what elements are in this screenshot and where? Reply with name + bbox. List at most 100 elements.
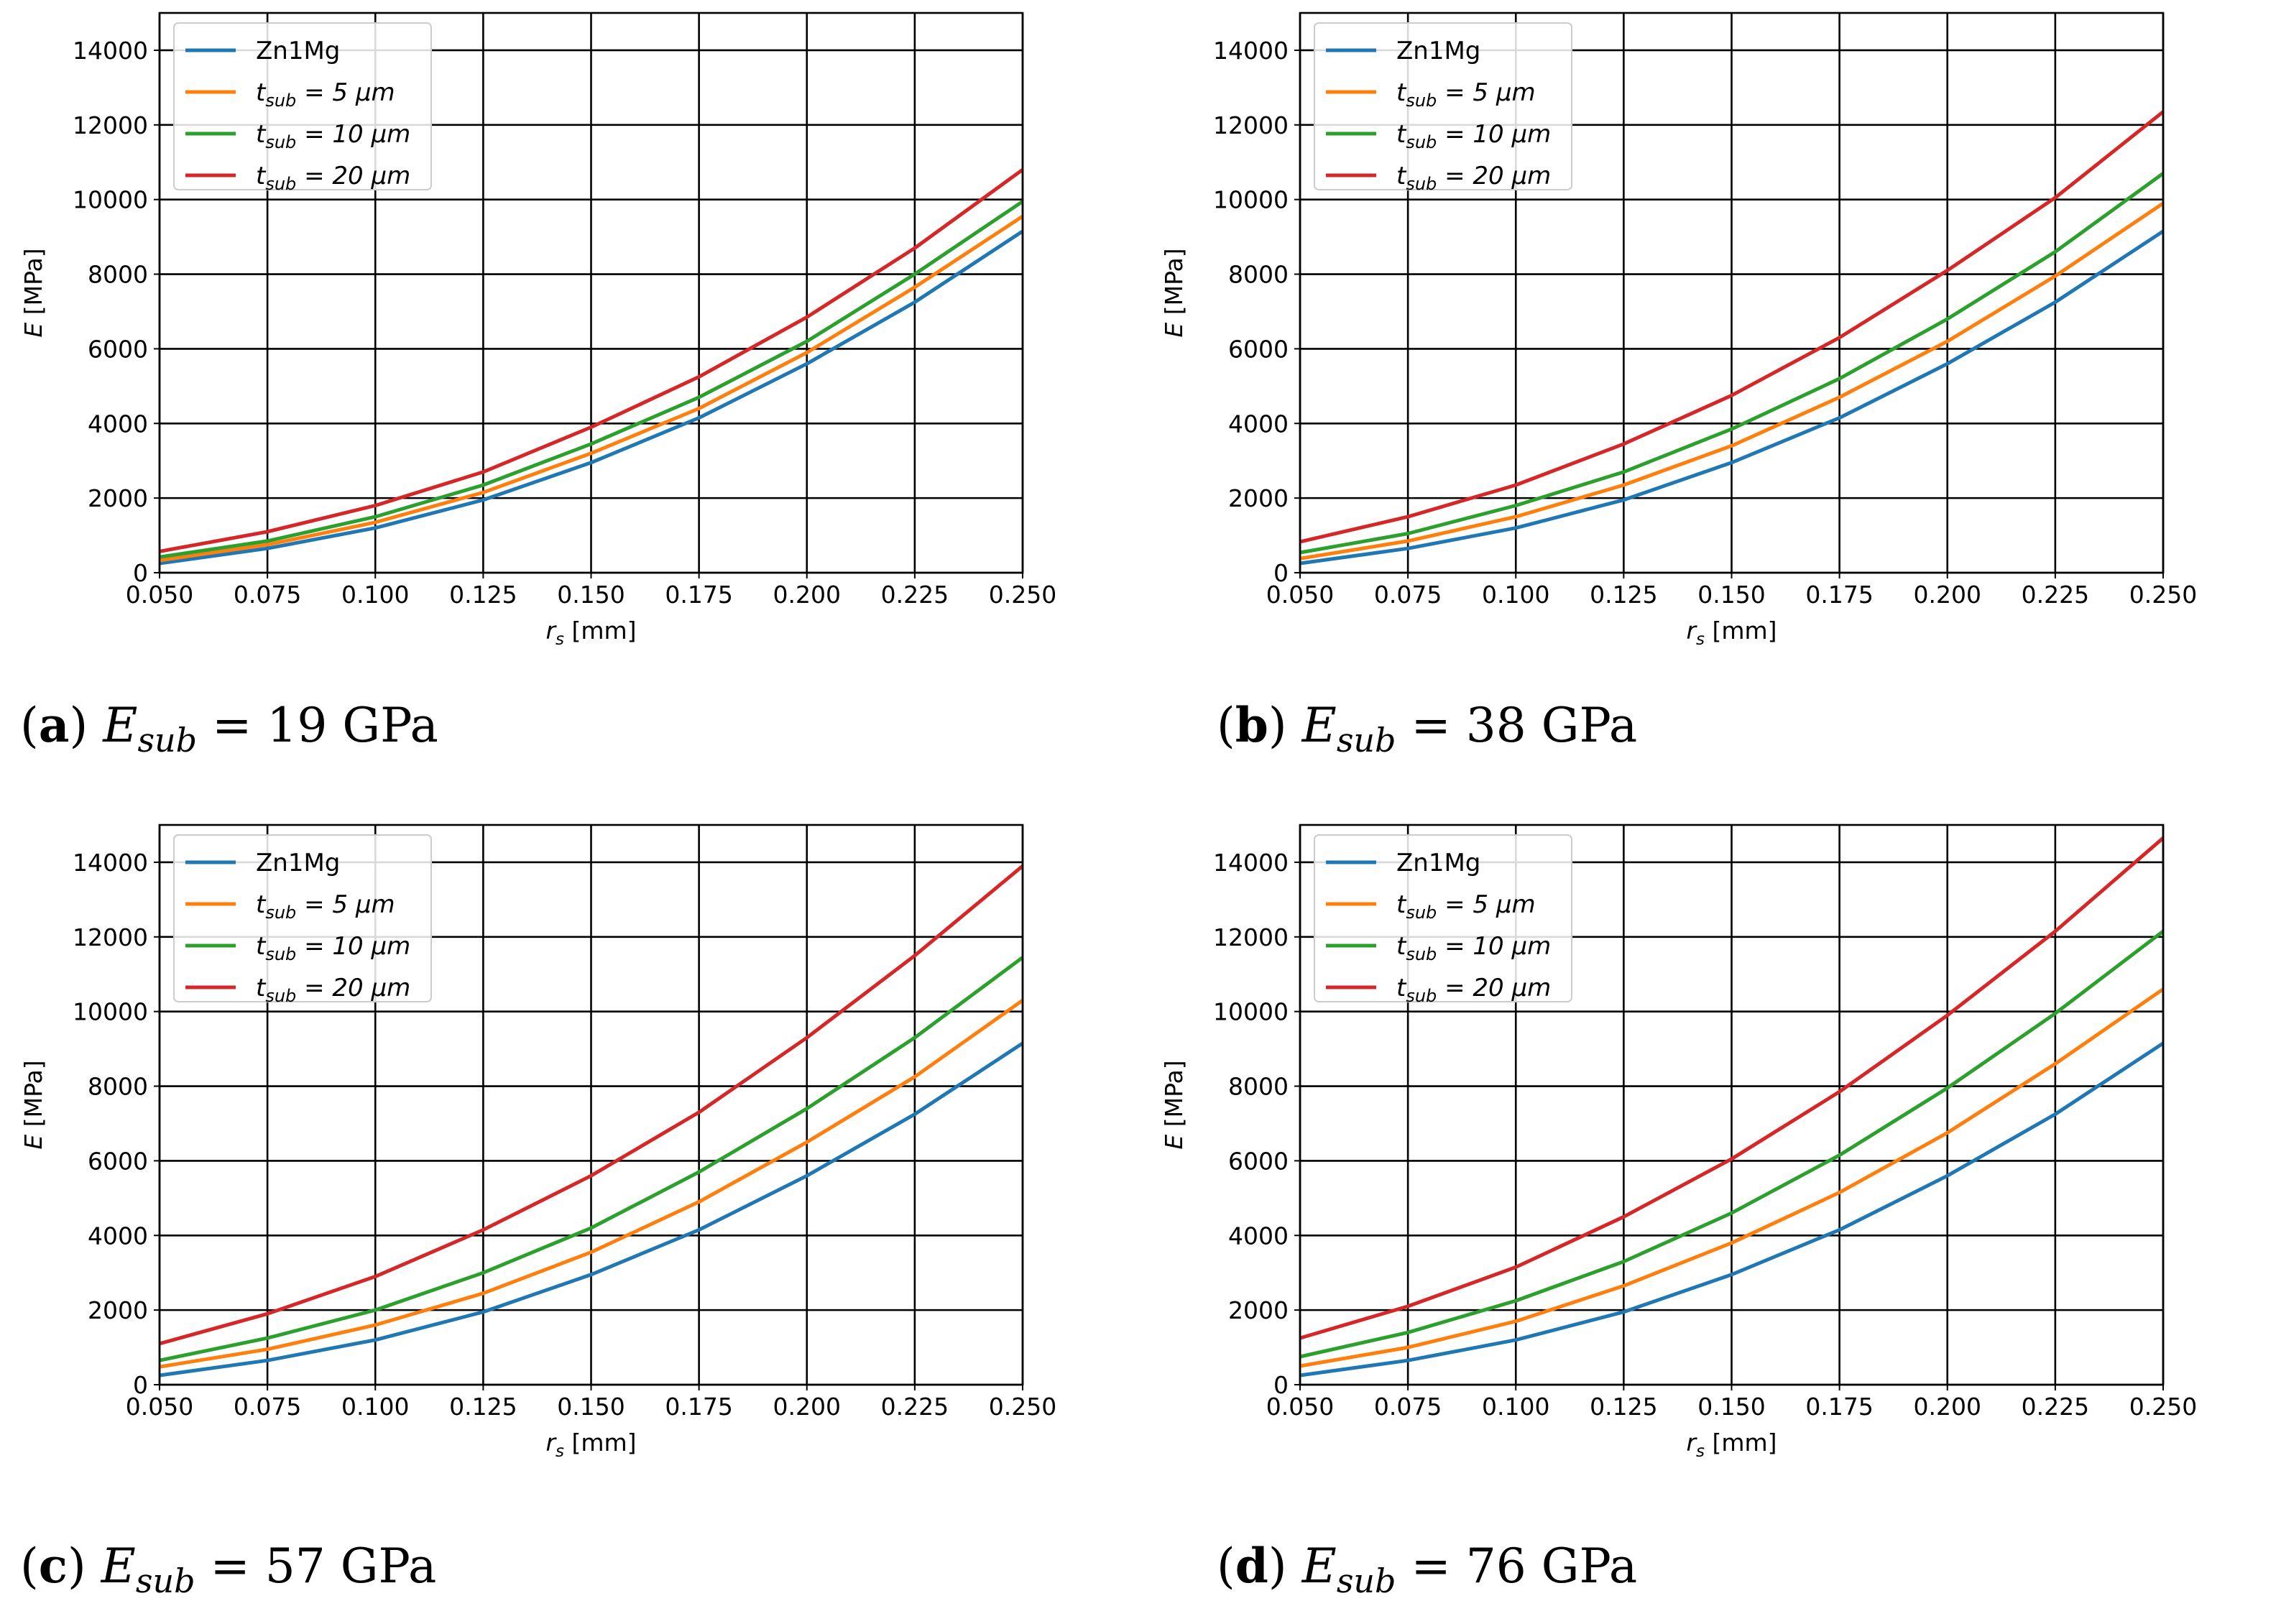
x-tick-label: 0.150 [1697, 581, 1765, 609]
x-tick-label: 0.125 [449, 1393, 517, 1421]
y-tick-label: 0 [133, 559, 148, 587]
x-tick-label: 0.075 [1374, 581, 1442, 609]
y-tick-label: 2000 [88, 1296, 148, 1324]
series-line-0 [159, 229, 1024, 566]
y-axis-label: E [MPa] [1160, 1060, 1188, 1149]
legend-label-eq: = [296, 78, 332, 107]
legend-label-1: tsub = 5 μm [256, 890, 395, 923]
legend-label-var: t [1396, 120, 1407, 149]
legend-label-value: 5 μm [332, 890, 395, 919]
y-axis-label-var: E [19, 323, 47, 338]
y-tick-label: 8000 [88, 1073, 148, 1101]
legend-label-var: t [256, 890, 267, 919]
y-tick-label: 12000 [1213, 111, 1289, 139]
x-tick-label: 0.175 [665, 581, 732, 609]
legend-label-1: tsub = 5 μm [1396, 78, 1536, 111]
x-tick-label: 0.250 [989, 581, 1056, 609]
series-line-2 [1299, 930, 2165, 1359]
legend-label-value: 10 μm [1473, 932, 1551, 961]
chart-panel-b: 0.050 0.075 0.100 0.125 0.150 0.175 0.200 0.225… [1160, 11, 2197, 649]
x-tick-label: 0.225 [2022, 1393, 2089, 1421]
y-tick-label: 6000 [88, 1147, 148, 1175]
series-group [1299, 110, 2165, 566]
y-tick-label: 0 [1273, 1371, 1289, 1399]
legend-label-sub: sub [265, 174, 296, 194]
legend-label-eq: = [1437, 78, 1473, 107]
x-tick-label: 0.250 [2129, 581, 2197, 609]
y-tick-label: 12000 [1213, 923, 1289, 951]
series-line-1 [159, 214, 1024, 563]
series-line-0 [1299, 229, 2165, 566]
x-tick-label: 0.075 [234, 581, 301, 609]
legend-label-sub: sub [1406, 174, 1437, 194]
x-tick-label: 0.150 [557, 581, 625, 609]
series-line-0 [1299, 1041, 2165, 1378]
chart-panel-c: 0.050 0.075 0.100 0.125 0.150 0.175 0.200 0.225… [19, 823, 1056, 1461]
legend-label-var: t [256, 932, 267, 961]
y-tick-label: 12000 [73, 111, 148, 139]
legend-label-eq: = [296, 162, 332, 190]
y-tick-label: 2000 [1228, 1296, 1289, 1324]
x-tick-label: 0.075 [1374, 1393, 1442, 1421]
x-tick-label: 0.075 [234, 1393, 301, 1421]
x-axis-label-var: r [1686, 617, 1697, 645]
x-tick-label: 0.175 [1805, 581, 1873, 609]
axes-frame [1299, 11, 2165, 574]
x-axis-label-sub: s [1696, 630, 1705, 649]
legend-label-value: 20 μm [1473, 974, 1551, 1002]
y-tick-label: 8000 [88, 261, 148, 289]
y-axis-label-var: E [19, 1135, 47, 1150]
x-tick-label: 0.200 [1914, 581, 1981, 609]
x-tick-label: 0.050 [126, 1393, 193, 1421]
legend-label-var: t [256, 974, 267, 1002]
y-tick-label: 10000 [73, 998, 148, 1026]
legend-label-eq: = [1437, 932, 1473, 961]
x-tick-label: 0.125 [1590, 581, 1657, 609]
y-tick-label: 2000 [88, 484, 148, 512]
legend-label-sub: sub [265, 944, 296, 964]
x-axis-label-var: r [1686, 1429, 1697, 1457]
legend-label-2: tsub = 10 μm [1396, 120, 1551, 152]
legend-label-var: t [1396, 162, 1407, 190]
y-tick-label: 2000 [1228, 484, 1289, 512]
x-axis-label-sub: s [556, 1442, 564, 1461]
legend-label-sub: sub [265, 132, 296, 152]
y-axis-label-unit: [MPa] [19, 1060, 47, 1134]
legend-box [1314, 22, 1572, 190]
caption-d: (d) Esub = 76 GPa [1217, 1538, 1638, 1600]
series-line-1 [1299, 987, 2165, 1368]
legend-box [173, 22, 432, 190]
x-tick-label: 0.100 [1482, 1393, 1549, 1421]
x-axis-label: rs [mm] [545, 617, 636, 649]
x-axis-label-unit: [mm] [564, 1429, 637, 1457]
y-tick-label: 10000 [1213, 186, 1289, 214]
legend-label-var: t [256, 78, 267, 107]
y-tick-label: 6000 [1228, 1147, 1289, 1175]
series-line-2 [159, 956, 1024, 1362]
legend-label-sub: sub [265, 91, 296, 111]
legend-label-value: 10 μm [332, 120, 410, 149]
x-tick-label: 0.050 [126, 581, 193, 609]
x-tick-label: 0.200 [773, 581, 841, 609]
axes-frame [158, 11, 1024, 574]
x-tick-label: 0.200 [773, 1393, 841, 1421]
x-tick-label: 0.150 [557, 1393, 625, 1421]
x-tick-label: 0.100 [341, 581, 409, 609]
legend-label-2: tsub = 10 μm [1396, 932, 1551, 964]
legend-label-3: tsub = 20 μm [256, 974, 410, 1006]
legend-label-var: t [256, 120, 267, 149]
y-axis-label: E [MPa] [19, 1060, 47, 1149]
legend-label-2: tsub = 10 μm [256, 932, 410, 964]
legend-label-value: 5 μm [1473, 890, 1535, 919]
legend-label-sub: sub [1406, 91, 1437, 111]
x-tick-label: 0.125 [1590, 1393, 1657, 1421]
y-tick-label: 4000 [1228, 410, 1289, 438]
legend-label-value: 20 μm [332, 974, 410, 1002]
series-line-3 [1299, 836, 2165, 1340]
x-tick-label: 0.175 [1805, 1393, 1873, 1421]
series-group [159, 864, 1024, 1378]
